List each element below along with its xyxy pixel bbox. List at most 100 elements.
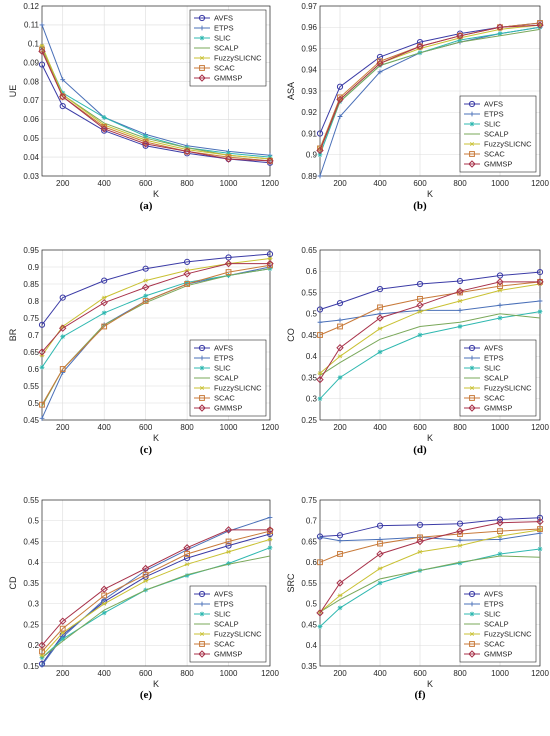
legend-entry: FuzzySLICNC: [484, 140, 532, 149]
series-SCAC: [39, 262, 273, 408]
legend-marker: [469, 355, 475, 361]
y-tick-label: 0.5: [28, 399, 40, 408]
data-point: [39, 662, 45, 668]
data-point: [267, 515, 273, 520]
y-tick-label: 0.09: [23, 58, 39, 67]
series-line: [41, 530, 271, 652]
legend-marker: [198, 14, 206, 22]
legend-entry: AVFS: [484, 590, 503, 599]
series-line: [41, 264, 271, 405]
data-point: [417, 332, 423, 338]
data-point: [226, 561, 231, 566]
series-GMMSP: [316, 278, 544, 384]
y-tick-label: 0.2: [28, 641, 40, 650]
chart-panel-1: 0.03 0.04 0.05 0.06 0.07 0.08 0.09 0.1 0.11 0.12 2…: [8, 2, 279, 212]
data-point: [536, 21, 544, 29]
data-point: [101, 277, 108, 284]
data-point: [317, 534, 323, 540]
data-point: [143, 293, 149, 299]
y-tick-label: 0.6: [306, 558, 318, 567]
series-GMMSP: [316, 517, 544, 617]
x-tick-label: 200: [56, 179, 70, 188]
chart-panel-6: 0.35 0.4 0.45 0.5 0.55 0.6 0.65 0.7 0.75 200 400 60…: [286, 496, 549, 701]
legend-marker: [469, 641, 475, 647]
data-point: [101, 295, 107, 300]
x-tick-label: 800: [453, 423, 467, 432]
series-line: [41, 263, 270, 353]
legend-marker: [469, 395, 475, 401]
legend-marker: [469, 365, 475, 371]
data-point: [226, 549, 231, 554]
data-point: [317, 319, 323, 325]
y-tick-label: 0.95: [301, 44, 317, 53]
data-point: [39, 653, 45, 658]
data-point: [457, 37, 463, 43]
data-point: [457, 307, 463, 313]
data-point: [266, 526, 274, 534]
data-point: [377, 580, 383, 586]
data-point: [497, 302, 503, 308]
x-tick-label: 600: [413, 179, 427, 188]
data-point: [267, 256, 273, 261]
legend-marker: [469, 601, 475, 607]
y-tick-label: 0.11: [24, 21, 40, 30]
y-axis-label: CD: [8, 576, 18, 589]
data-point: [59, 324, 67, 332]
data-point: [142, 571, 149, 578]
data-point: [457, 543, 463, 548]
data-point: [60, 77, 66, 83]
data-point: [226, 153, 231, 158]
data-point: [337, 317, 343, 323]
x-tick-label: 400: [373, 179, 387, 188]
data-point: [376, 314, 384, 322]
series-FuzzySLICNC: [39, 537, 273, 658]
y-tick-label: 0.45: [23, 537, 39, 546]
x-axis-label: K: [153, 679, 159, 689]
x-tick-label: 800: [180, 423, 194, 432]
y-tick-label: 0.1: [28, 40, 40, 49]
legend-entry: SLIC: [484, 610, 501, 619]
legend-marker: [199, 65, 205, 71]
data-point: [183, 555, 191, 562]
y-tick-label: 0.6: [306, 267, 318, 276]
series-GMMSP: [38, 47, 274, 165]
x-tick-label: 1200: [261, 423, 279, 432]
data-point: [416, 280, 424, 288]
data-point: [497, 288, 503, 293]
series-SCAC: [317, 526, 543, 566]
data-point: [416, 537, 424, 546]
data-point: [59, 92, 67, 101]
data-point: [183, 258, 191, 265]
x-tick-label: 1000: [491, 669, 509, 678]
x-tick-label: 1200: [531, 423, 549, 432]
legend-entry: FuzzySLICNC: [214, 384, 262, 393]
data-point: [143, 133, 149, 139]
series-line: [41, 51, 271, 162]
legend-marker: [468, 344, 476, 352]
legend-entry: ETPS: [214, 600, 234, 609]
legend-entry: SCAC: [484, 394, 505, 403]
legend-marker: [199, 395, 205, 401]
data-point: [101, 115, 107, 120]
legend-entry: SCALP: [214, 620, 239, 629]
y-tick-label: 0.15: [23, 662, 39, 671]
data-point: [336, 83, 344, 90]
y-tick-label: 0.45: [301, 620, 317, 629]
x-tick-label: 600: [413, 423, 427, 432]
data-point: [496, 272, 504, 279]
chart-panel-3: 0.45 0.5 0.55 0.6 0.65 0.7 0.75 0.8 0.85 0.9 0.95 2…: [8, 246, 279, 456]
legend-entry: GMMSP: [484, 404, 512, 413]
data-point: [337, 551, 343, 557]
data-point: [184, 573, 190, 578]
axes-box: [41, 249, 271, 421]
data-point: [537, 309, 543, 315]
data-point: [456, 277, 464, 285]
legend-entry: AVFS: [484, 100, 503, 109]
legend-entry: SCAC: [484, 150, 505, 159]
legend-marker: [199, 641, 205, 647]
data-point: [317, 145, 323, 152]
y-tick-label: 0.45: [301, 331, 317, 340]
x-tick-label: 400: [98, 423, 112, 432]
data-point: [377, 304, 383, 311]
